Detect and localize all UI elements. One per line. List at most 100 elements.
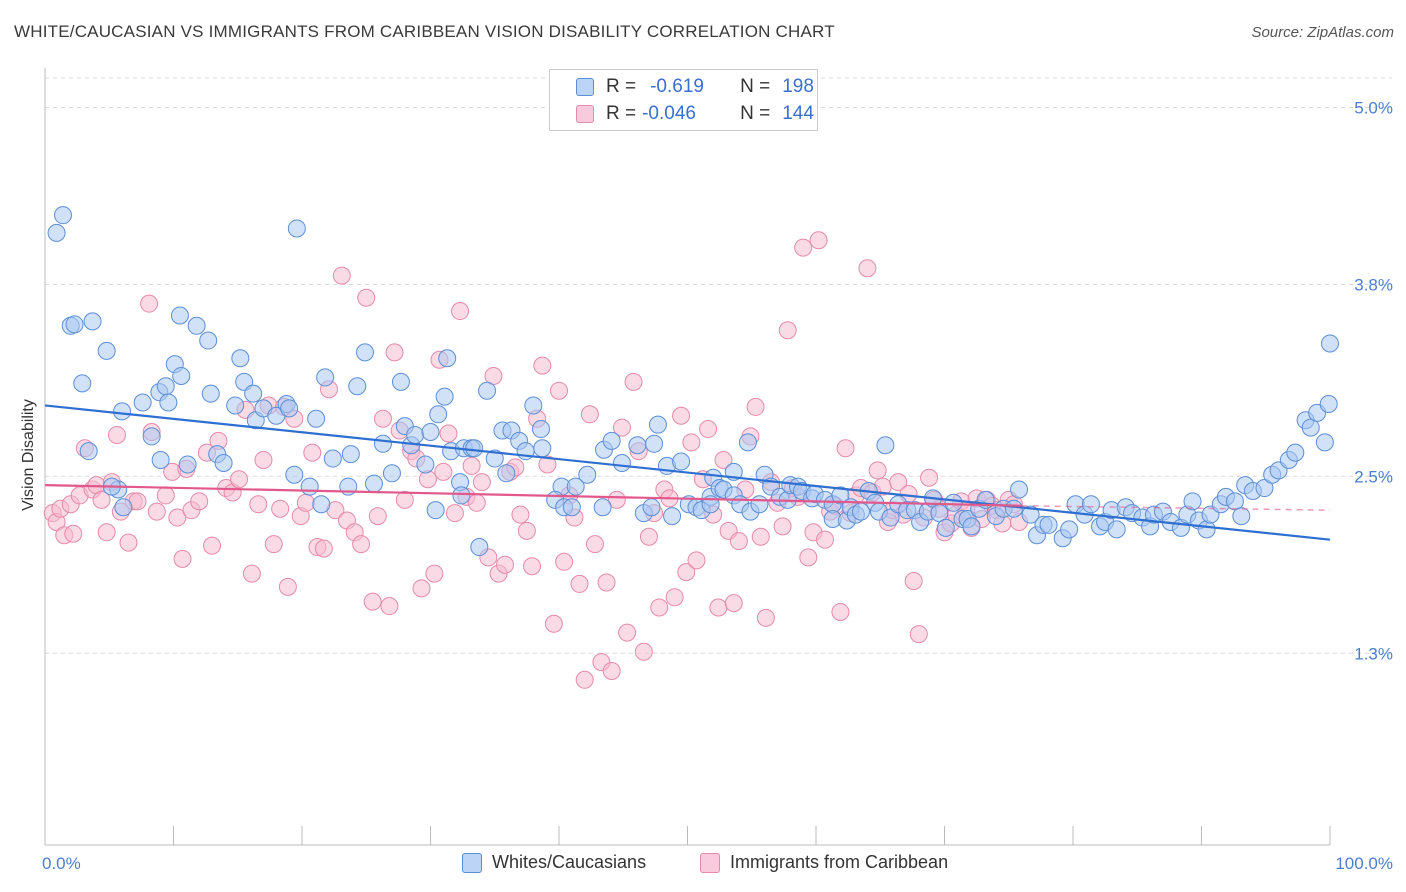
caribbean-point: [682, 433, 701, 452]
correlation-legend: R = -0.619 N = 198 R = -0.046 N = 144: [549, 69, 818, 131]
legend-r-label: R =: [606, 76, 637, 97]
y-tick-labels: 1.3% 2.5% 3.8% 5.0%: [1354, 99, 1393, 664]
whites-point: [1321, 334, 1339, 353]
caribbean-point: [575, 670, 594, 689]
caribbean-point: [836, 439, 855, 458]
caribbean-point: [278, 577, 297, 596]
caribbean-point: [97, 523, 116, 542]
whites-point: [578, 465, 597, 484]
whites-point: [391, 372, 410, 391]
whites-point: [316, 368, 335, 387]
caribbean-point: [677, 563, 696, 582]
caribbean-point: [363, 592, 382, 611]
caribbean-point: [533, 356, 552, 375]
y-axis-label: Vision Disability: [20, 399, 37, 511]
caribbean-point: [555, 552, 574, 571]
chart-title: WHITE/CAUCASIAN VS IMMIGRANTS FROM CARIB…: [14, 22, 835, 41]
whites-point: [323, 449, 342, 468]
caribbean-point: [714, 451, 733, 470]
legend-row-whites: R = -0.619 N = 198: [550, 74, 814, 100]
caribbean-point: [264, 535, 283, 554]
caribbean-point: [496, 555, 515, 574]
caribbean-point: [909, 625, 928, 644]
caribbean-point: [517, 521, 536, 540]
whites-point: [936, 518, 955, 537]
caribbean-point: [699, 420, 718, 439]
y-tick-label: 1.3%: [1354, 644, 1393, 663]
caribbean-point: [472, 473, 491, 492]
whites-point: [831, 486, 850, 505]
caribbean-point: [168, 508, 187, 527]
caribbean-point: [249, 495, 268, 514]
whites-point: [133, 393, 152, 412]
whites-point: [663, 507, 682, 526]
caribbean-point: [570, 574, 589, 593]
caribbean-point: [773, 517, 792, 536]
whites-point: [642, 498, 661, 517]
whites-point: [151, 451, 170, 470]
trend-lines: [44, 404, 1331, 541]
caribbean-point: [889, 473, 908, 492]
whites-swatch-icon: [576, 78, 594, 96]
caribbean-point: [368, 507, 387, 526]
whites-point: [593, 498, 612, 517]
caribbean-point: [230, 470, 249, 489]
whites-point: [1197, 520, 1216, 539]
whites-point: [465, 439, 484, 458]
caribbean-point: [434, 462, 453, 481]
caribbean-point: [357, 288, 376, 307]
caribbean-point: [618, 623, 637, 642]
caribbean-point: [544, 614, 563, 633]
whites-point: [452, 486, 471, 505]
whites-point: [478, 381, 497, 400]
whites-point: [47, 223, 66, 242]
caribbean-point: [815, 530, 834, 549]
caribbean-point: [140, 294, 159, 313]
caribbean-point: [778, 321, 797, 340]
caribbean-point: [147, 502, 166, 521]
legend-n-value: 144: [782, 103, 814, 124]
caribbean-point: [538, 455, 557, 474]
caribbean-point: [303, 443, 322, 462]
caribbean-point: [418, 470, 437, 489]
caribbean-point: [634, 642, 653, 661]
whites-point: [355, 343, 374, 362]
caribbean-point: [271, 499, 290, 518]
whites-point: [341, 445, 360, 464]
whites-point: [159, 393, 178, 412]
caribbean-point: [107, 425, 126, 444]
caribbean-point: [156, 486, 175, 505]
whites-point: [1232, 507, 1251, 526]
legend-r-value: -0.619: [650, 76, 704, 97]
whites-point: [201, 384, 220, 403]
whites-point: [156, 377, 175, 396]
caribbean-point: [920, 468, 939, 487]
whites-point: [1021, 505, 1040, 524]
caribbean-point: [173, 549, 192, 568]
legend-n-label: N =: [740, 76, 771, 97]
whites-point: [170, 306, 189, 325]
caribbean-point: [395, 490, 414, 509]
legend-row-caribbean: R = -0.046 N = 144: [550, 101, 814, 127]
x-tick-label-min: 0.0%: [42, 854, 81, 873]
caribbean-point: [639, 527, 658, 546]
x-tick-labels: 0.0% 100.0%: [42, 854, 1393, 873]
whites-point: [285, 465, 304, 484]
caribbean-point: [597, 573, 616, 592]
bottom-legend-caribbean: Immigrants from Caribbean: [700, 852, 948, 873]
caribbean-point: [462, 456, 481, 475]
whites-point: [497, 464, 516, 483]
axes: [44, 68, 1331, 846]
caribbean-point: [585, 535, 604, 554]
legend-n-value: 198: [782, 76, 814, 97]
y-tick-label: 3.8%: [1354, 276, 1393, 295]
caribbean-legend-swatch-icon: [700, 852, 720, 873]
y-tick-label: 5.0%: [1354, 99, 1393, 118]
whites-point: [1060, 520, 1079, 539]
whites-point: [348, 377, 367, 396]
whites-point: [738, 433, 757, 452]
whites-point: [1004, 499, 1023, 518]
caribbean-point: [119, 533, 138, 552]
whites-point: [648, 415, 667, 434]
